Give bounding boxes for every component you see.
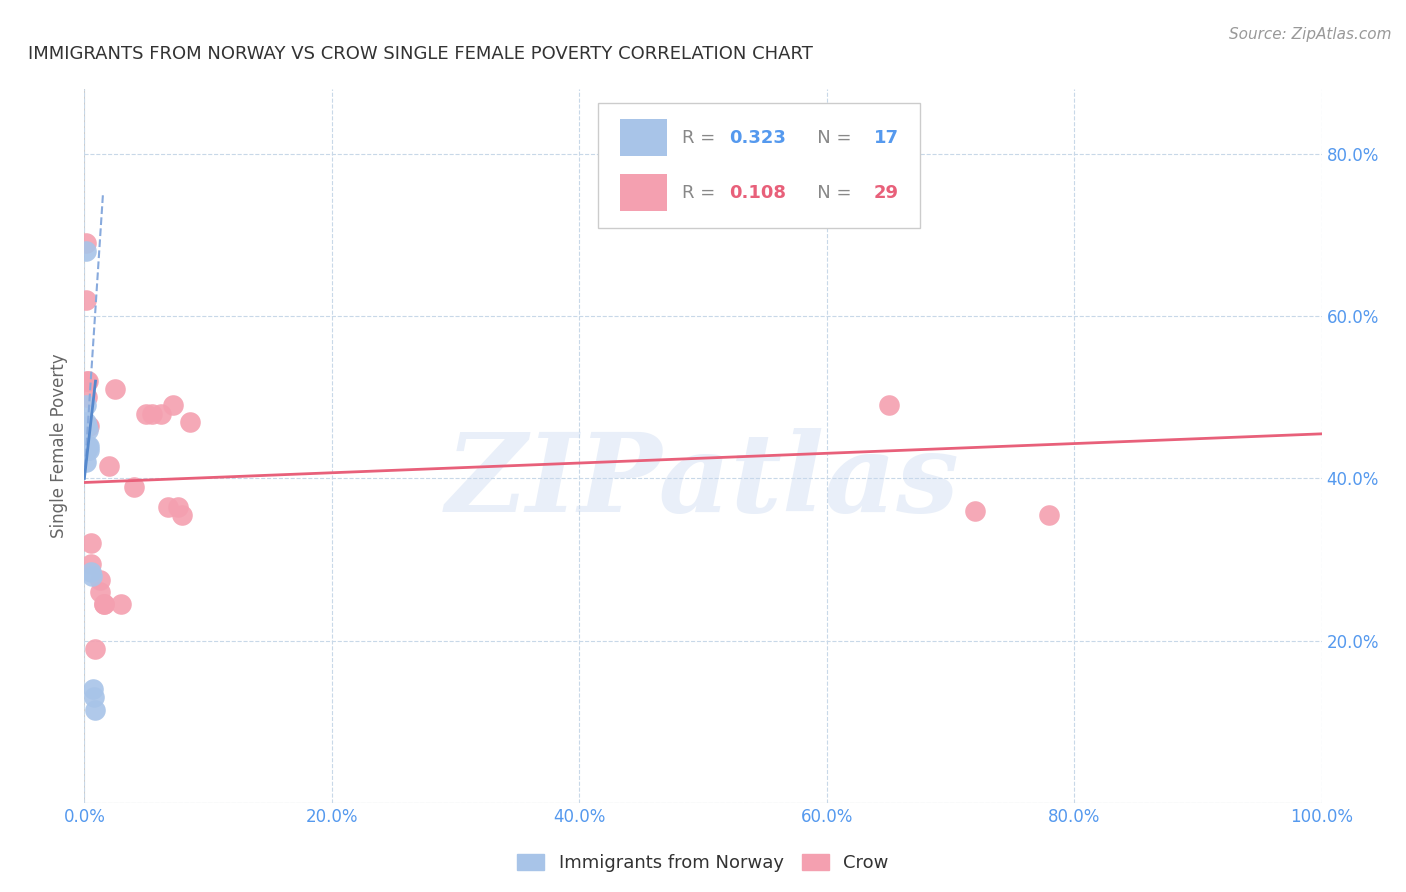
Point <box>76 374 98 388</box>
Point <box>76 390 98 404</box>
FancyBboxPatch shape <box>598 103 920 228</box>
Point <box>122 479 145 493</box>
Point <box>965 504 987 518</box>
Point <box>82 682 104 697</box>
Point <box>77 374 100 388</box>
Point <box>93 597 115 611</box>
Point <box>76 418 98 433</box>
Point <box>77 423 100 437</box>
Point <box>83 690 105 705</box>
Point <box>77 418 100 433</box>
Point <box>75 415 97 429</box>
Text: 17: 17 <box>873 128 898 146</box>
Point <box>79 565 101 579</box>
Point <box>76 439 98 453</box>
Text: 0.323: 0.323 <box>728 128 786 146</box>
Text: 29: 29 <box>873 184 898 202</box>
Point <box>89 585 111 599</box>
Point <box>877 399 900 413</box>
Point <box>79 443 101 458</box>
Point <box>172 508 194 522</box>
Point <box>75 399 97 413</box>
Legend: Immigrants from Norway, Crow: Immigrants from Norway, Crow <box>510 847 896 880</box>
Point <box>93 597 115 611</box>
Point <box>76 443 98 458</box>
Point <box>150 407 173 421</box>
Point <box>141 407 163 421</box>
Text: IMMIGRANTS FROM NORWAY VS CROW SINGLE FEMALE POVERTY CORRELATION CHART: IMMIGRANTS FROM NORWAY VS CROW SINGLE FE… <box>28 45 813 62</box>
Point <box>75 293 97 307</box>
Point <box>79 418 101 433</box>
Point <box>80 568 103 582</box>
Point <box>1038 508 1060 522</box>
Point <box>75 244 97 259</box>
Point <box>84 641 107 656</box>
Text: N =: N = <box>800 184 856 202</box>
Point <box>75 236 97 251</box>
Y-axis label: Single Female Poverty: Single Female Poverty <box>51 354 69 538</box>
Point <box>79 439 101 453</box>
Point <box>79 557 101 571</box>
Point <box>110 597 132 611</box>
FancyBboxPatch shape <box>620 174 666 211</box>
Point <box>77 439 100 453</box>
Text: N =: N = <box>800 128 856 146</box>
Text: 0.108: 0.108 <box>728 184 786 202</box>
Point <box>162 399 184 413</box>
Point <box>167 500 190 514</box>
Point <box>98 459 121 474</box>
FancyBboxPatch shape <box>620 120 666 156</box>
Point <box>76 439 98 453</box>
Point <box>79 536 101 550</box>
Point <box>84 702 107 716</box>
Text: ZIPatlas: ZIPatlas <box>446 428 960 535</box>
Point <box>179 415 201 429</box>
Text: R =: R = <box>682 184 721 202</box>
Text: Source: ZipAtlas.com: Source: ZipAtlas.com <box>1229 27 1392 42</box>
Point <box>75 455 97 469</box>
Point <box>157 500 180 514</box>
Point <box>135 407 157 421</box>
Point <box>89 573 111 587</box>
Text: R =: R = <box>682 128 721 146</box>
Point <box>104 382 127 396</box>
